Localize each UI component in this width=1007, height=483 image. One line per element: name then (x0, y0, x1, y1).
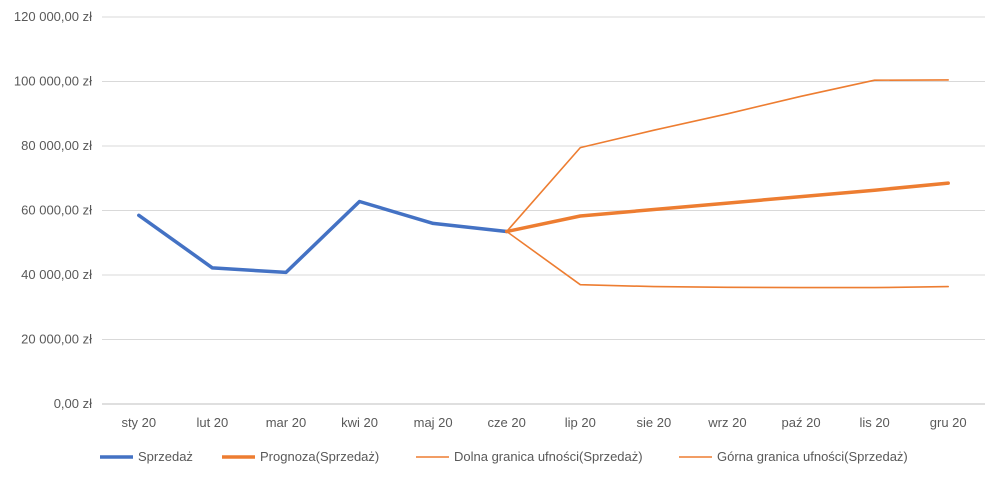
series-line-prognoza-sprzeda (504, 181, 950, 234)
series-line-g-rna-granica-ufno-ci-sprzeda (505, 79, 950, 233)
y-tick-label: 120 000,00 zł (14, 9, 92, 24)
gridlines (102, 16, 985, 405)
x-tick-label: lis 20 (859, 415, 889, 430)
y-tick-label: 20 000,00 zł (21, 332, 92, 347)
x-tick-label: kwi 20 (341, 415, 378, 430)
x-tick-label: wrz 20 (707, 415, 746, 430)
y-tick-label: 60 000,00 zł (21, 203, 92, 218)
x-tick-label: maj 20 (414, 415, 453, 430)
y-axis-ticks: 0,00 zł 20 000,00 zł 40 000,00 zł 60 000,00… (14, 9, 92, 411)
y-tick-label: 80 000,00 zł (21, 138, 92, 153)
x-tick-label: sty 20 (121, 415, 156, 430)
series-lines (137, 79, 950, 289)
legend-label: Górna granica ufności(Sprzedaż) (717, 449, 908, 464)
y-tick-label: 40 000,00 zł (21, 267, 92, 282)
legend-label: Prognoza(Sprzedaż) (260, 449, 379, 464)
legend: Sprzedaż Prognoza(Sprzedaż) Dolna granica … (100, 449, 908, 464)
series-line-dolna-granica-ufno-ci-sprzeda (505, 230, 950, 289)
y-tick-label: 100 000,00 zł (14, 74, 92, 89)
legend-label: Dolna granica ufności(Sprzedaż) (454, 449, 643, 464)
x-tick-label: sie 20 (637, 415, 672, 430)
x-axis-ticks: sty 20 lut 20 mar 20 kwi 20 maj 20 cze 20 lip … (121, 415, 966, 430)
x-tick-label: gru 20 (930, 415, 967, 430)
x-tick-label: cze 20 (488, 415, 526, 430)
y-tick-label: 0,00 zł (54, 396, 92, 411)
series-line-sprzeda (137, 199, 509, 275)
x-tick-label: lip 20 (565, 415, 596, 430)
x-tick-label: mar 20 (266, 415, 306, 430)
legend-label: Sprzedaż (138, 449, 193, 464)
x-tick-label: paź 20 (782, 415, 821, 430)
x-tick-label: lut 20 (196, 415, 228, 430)
